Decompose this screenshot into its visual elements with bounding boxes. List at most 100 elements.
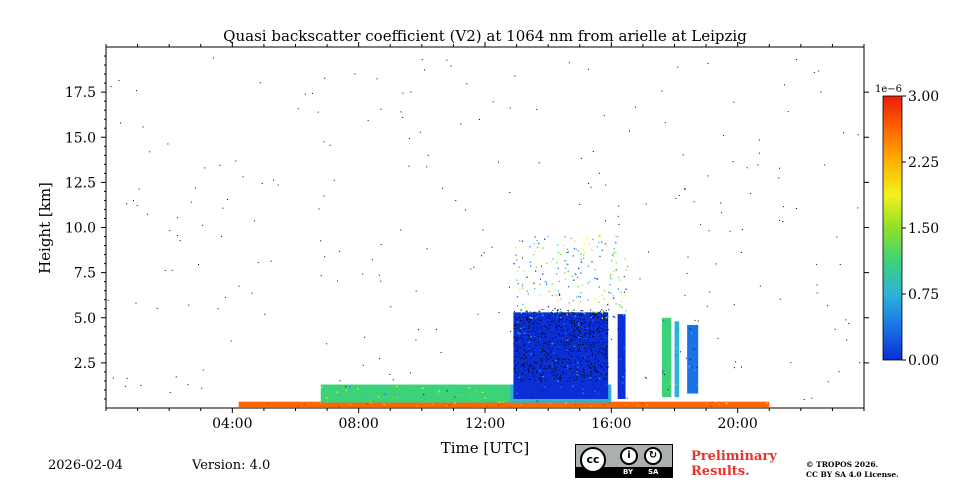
region-texture: [366, 403, 369, 405]
noise-point: [815, 263, 817, 265]
noise-point: [740, 366, 742, 368]
region-texture: [497, 404, 500, 406]
speckle-point: [595, 367, 597, 369]
noise-point: [758, 152, 760, 154]
speckle-point: [594, 358, 596, 360]
noise-point: [684, 189, 686, 191]
cloud-top-point: [557, 299, 559, 302]
speckle-point: [548, 353, 550, 355]
speckle-point: [589, 375, 591, 377]
cloud-top-point: [613, 251, 616, 253]
speckle-point: [527, 368, 529, 370]
speckle-point: [593, 324, 595, 326]
speckle-point: [590, 363, 592, 365]
region-texture: [572, 385, 574, 387]
cloud-top-point: [592, 238, 594, 241]
speckle-point: [513, 345, 515, 347]
cloud-top-point: [557, 312, 560, 314]
cloud-top-point: [615, 303, 617, 305]
region-texture: [561, 313, 563, 315]
region-texture: [540, 314, 542, 316]
region-texture: [603, 391, 605, 393]
noise-point: [531, 396, 533, 398]
speckle-point: [563, 329, 565, 331]
speckle-point: [540, 333, 542, 335]
speckle-point: [590, 329, 592, 331]
noise-point: [324, 77, 326, 79]
cloud-top-point: [603, 298, 606, 300]
speckle-point: [591, 355, 593, 357]
speckle-point: [546, 368, 548, 370]
noise-point: [813, 71, 815, 73]
speckle-point: [576, 336, 578, 338]
speckle-point: [521, 357, 523, 359]
cloud-top-point: [529, 316, 532, 319]
speckle-point: [528, 349, 530, 351]
speckle-point: [602, 310, 604, 312]
speckle-point: [538, 336, 540, 338]
cloud-top-point: [612, 295, 615, 297]
speckle-point: [591, 346, 593, 348]
speckle-point: [589, 366, 591, 368]
cloud-top-point: [556, 273, 558, 275]
noise-point: [757, 164, 759, 166]
speckle-point: [551, 347, 553, 349]
cloud-top-point: [548, 291, 550, 293]
cc-license-badge[interactable]: cc i ↻ BY SA: [575, 444, 673, 478]
region-texture: [601, 404, 603, 406]
speckle-point: [560, 376, 562, 378]
speckle-point: [554, 336, 556, 338]
region-texture: [665, 388, 667, 391]
noise-point: [156, 307, 158, 309]
cloud-top-point: [517, 305, 519, 307]
speckle-point: [528, 335, 530, 337]
region-texture: [593, 389, 596, 391]
region-texture: [587, 313, 590, 315]
speckle-point: [542, 348, 544, 350]
region-texture: [459, 391, 462, 394]
noise-point: [217, 308, 219, 310]
cloud-top-point: [521, 284, 523, 287]
speckle-point: [596, 317, 598, 319]
region-texture: [370, 402, 372, 404]
speckle-point: [582, 323, 584, 325]
speckle-point: [517, 367, 519, 369]
speckle-point: [605, 378, 607, 380]
cloud-top-point: [521, 308, 523, 310]
region-texture: [620, 359, 622, 361]
region-texture: [520, 404, 522, 406]
speckle-point: [575, 345, 577, 347]
cloud-top-point: [617, 288, 619, 290]
cloud-top-point: [626, 265, 629, 268]
speckle-point: [548, 347, 550, 349]
speckle-point: [544, 325, 546, 327]
noise-point: [478, 118, 480, 120]
speckle-point: [606, 332, 608, 334]
speckle-point: [574, 313, 576, 315]
speckle-point: [582, 371, 584, 373]
noise-point: [778, 219, 780, 221]
speckle-point: [569, 368, 571, 370]
noise-point: [202, 224, 204, 226]
cloud-top-point: [596, 278, 599, 280]
speckle-point: [589, 309, 591, 311]
noise-point: [678, 195, 680, 197]
region-texture: [594, 368, 596, 370]
region-texture: [598, 380, 601, 382]
speckle-point: [578, 344, 580, 346]
noise-point: [376, 78, 378, 80]
noise-point: [226, 199, 228, 201]
noise-point: [492, 101, 494, 103]
copyright-line-1: © TROPOS 2026.: [806, 460, 879, 469]
speckle-point: [555, 358, 557, 360]
speckle-point: [569, 333, 571, 335]
cloud-top-point: [580, 261, 583, 263]
speckle-point: [560, 326, 562, 328]
noise-point: [219, 164, 221, 166]
noise-point: [380, 280, 382, 282]
speckle-point: [602, 354, 604, 356]
cloud-top-point: [536, 239, 538, 242]
region-texture: [571, 348, 573, 350]
speckle-point: [562, 361, 564, 363]
speckle-point: [606, 372, 608, 374]
